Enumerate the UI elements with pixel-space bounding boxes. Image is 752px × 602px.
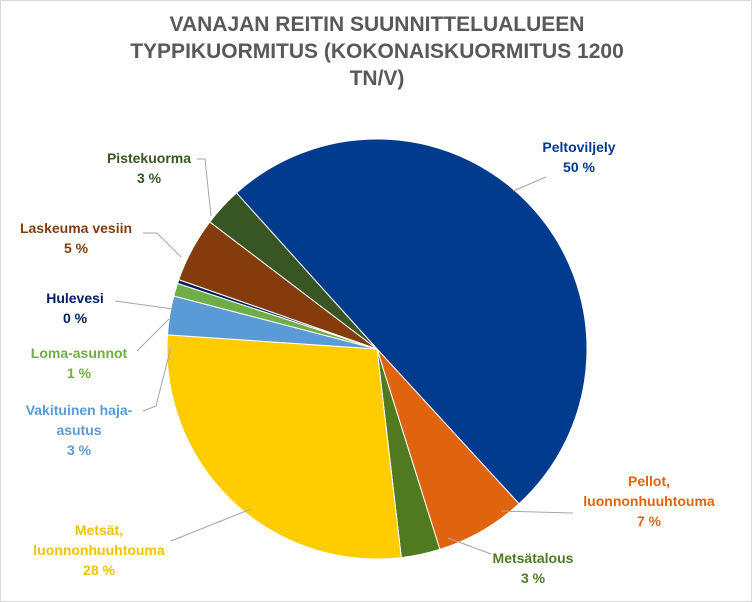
leader-line [136, 318, 170, 352]
slice-value-label: 0 % [62, 310, 88, 326]
pie-slice [209, 192, 378, 350]
slice-value-label: 1 % [66, 365, 92, 381]
slice-label: Metsät, luonnonhuuhtouma [33, 522, 165, 558]
leader-line [500, 510, 574, 514]
slice-label: Loma-asunnot [30, 345, 128, 361]
leader-line [512, 176, 547, 192]
slice-value-label: 5 % [63, 240, 89, 256]
slice-label: Hulevesi [46, 290, 104, 306]
slice-label: Metsätalous [492, 550, 574, 566]
slice-value-label: 3 % [66, 442, 92, 458]
slice-label: Pellot, luonnonhuuhtouma [583, 473, 715, 509]
slice-label: Peltoviljely [542, 139, 616, 155]
slice-value-label: 3 % [136, 170, 162, 186]
slice-label: Pistekuorma [106, 150, 192, 166]
pie-slice [235, 138, 588, 505]
slice-label: Laskeuma vesiin [19, 220, 133, 236]
slice-value-label: 3 % [520, 570, 546, 586]
slice-value-label: 7 % [636, 513, 662, 529]
leader-line [197, 158, 212, 217]
leader-line [170, 508, 252, 542]
chart-title: VANAJAN REITIN SUUNNITTELUALUEEN TYPPIKU… [130, 13, 624, 90]
slice-label: Vakituinen haja-asutus [25, 402, 133, 438]
leader-line [142, 346, 172, 412]
pie-slice [166, 334, 402, 560]
leader-line [447, 537, 492, 555]
leader-line [114, 300, 174, 310]
slice-value-label: 28 % [83, 562, 115, 578]
slice-value-label: 50 % [563, 159, 595, 175]
leader-line [143, 232, 182, 258]
